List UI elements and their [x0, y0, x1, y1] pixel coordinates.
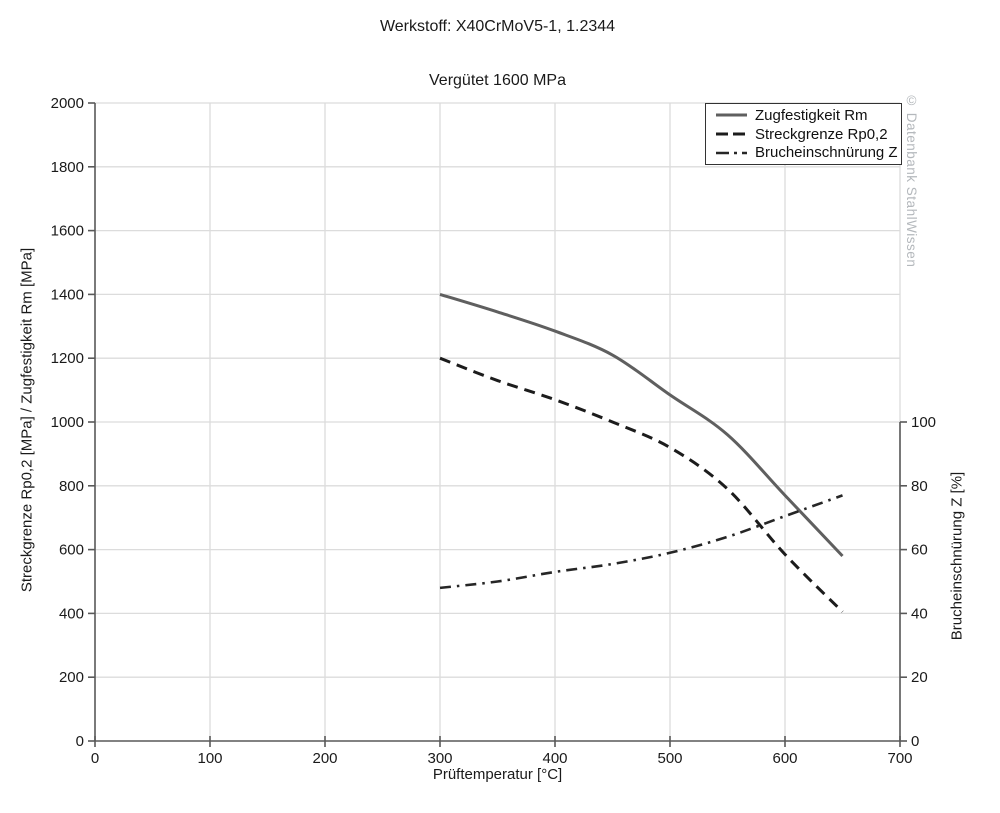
- right-axis-tick-label: 20: [911, 669, 928, 686]
- right-axis-tick-label: 40: [911, 605, 928, 622]
- left-axis-tick-label: 1400: [51, 286, 84, 303]
- right-axis-tick-label: 80: [911, 478, 928, 495]
- legend-entry-rp02: Streckgrenze Rp0,2: [715, 125, 901, 144]
- left-axis-tick-label: 1600: [51, 223, 84, 240]
- left-axis-tick-label: 0: [76, 733, 84, 750]
- legend-label-z: Brucheinschnürung Z: [755, 144, 898, 162]
- left-axis-tick-label: 200: [59, 669, 84, 686]
- x-axis-tick-label: 500: [657, 750, 682, 767]
- left-axis-tick-label: 1800: [51, 159, 84, 176]
- legend-line-solid-icon: [716, 113, 747, 117]
- x-axis-tick-label: 0: [91, 750, 99, 767]
- y-axis-label-left: Streckgrenze Rp0,2 [MPa] / Zugfestigkeit…: [18, 247, 36, 593]
- right-axis-tick-label: 60: [911, 542, 928, 559]
- legend-line-dashdot-icon: [716, 151, 747, 154]
- legend-entry-rm: Zugfestigkeit Rm: [715, 106, 901, 125]
- legend-entry-z: Brucheinschnürung Z: [715, 143, 901, 162]
- left-axis-tick-label: 600: [59, 542, 84, 559]
- curve-dashdot-series-2: [439, 494, 843, 590]
- x-axis-tick-label: 600: [772, 750, 797, 767]
- chart-title-material: Werkstoff: X40CrMoV5-1, 1.2344: [379, 18, 616, 35]
- legend-box: Zugfestigkeit Rm Streckgrenze Rp0,2 Bruc…: [705, 103, 902, 165]
- curve-solid-series-0: [439, 292, 844, 558]
- x-axis-tick-label: 400: [542, 750, 567, 767]
- left-axis-tick-label: 2000: [51, 95, 84, 112]
- x-axis-tick-label: 700: [887, 750, 912, 767]
- x-axis-tick-label: 200: [312, 750, 337, 767]
- right-axis-tick-label: 0: [911, 733, 919, 750]
- legend-line-dashed-icon: [716, 132, 747, 136]
- legend-label-rp02: Streckgrenze Rp0,2: [755, 125, 888, 143]
- right-axis-tick-label: 100: [911, 414, 936, 431]
- chart-title-condition: Vergütet 1600 MPa: [429, 72, 566, 89]
- left-axis-tick-label: 800: [59, 478, 84, 495]
- x-axis-tick-label: 300: [427, 750, 452, 767]
- watermark-text: © Datenbank StahlWissen: [904, 93, 919, 268]
- x-axis-tick-label: 100: [197, 750, 222, 767]
- left-axis-tick-label: 1000: [51, 414, 84, 431]
- legend-label-rm: Zugfestigkeit Rm: [755, 106, 868, 124]
- x-axis-label: Prüftemperatur [°C]: [432, 766, 563, 783]
- curve-dashed-series-1: [439, 356, 844, 613]
- left-axis-tick-label: 1200: [51, 350, 84, 367]
- left-axis-tick-label: 400: [59, 605, 84, 622]
- y-axis-label-right: Brucheinschnürung Z [%]: [948, 471, 966, 641]
